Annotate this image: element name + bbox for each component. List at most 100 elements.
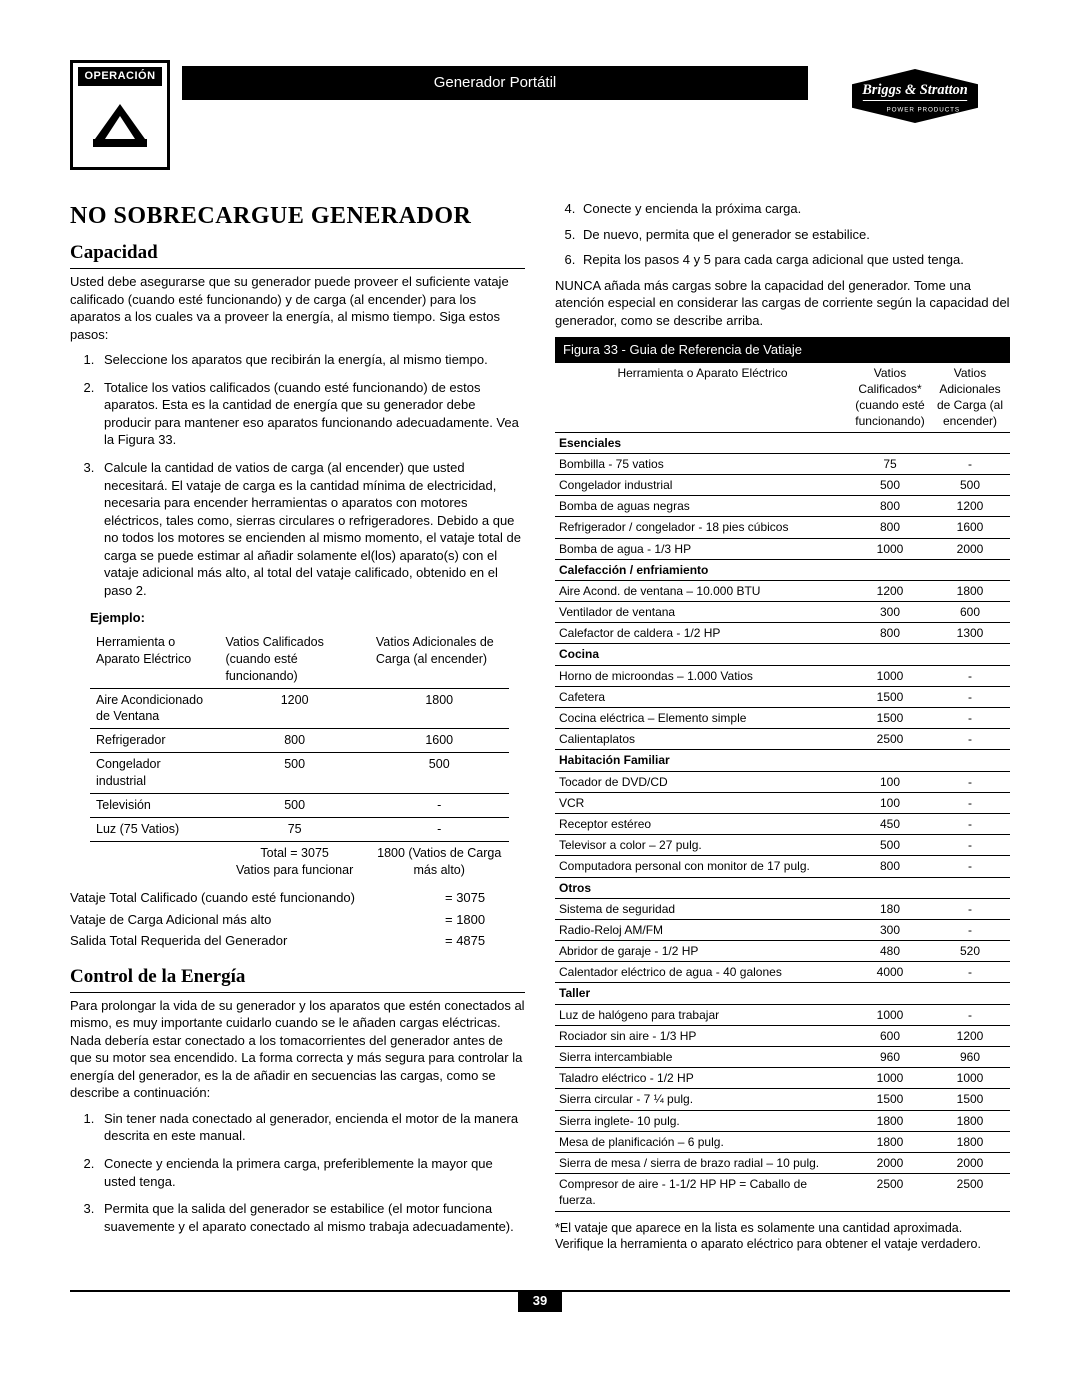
ref-run: 1000 xyxy=(850,665,930,686)
page-header: OPERACIÓN Generador Portátil Briggs & St… xyxy=(70,60,1010,170)
page-footer-rule: 39 xyxy=(70,1290,1010,1314)
example-cell: Refrigerador xyxy=(90,729,219,753)
ref-name: Sistema de seguridad xyxy=(555,898,850,919)
control-step: Repita los pasos 4 y 5 para cada carga a… xyxy=(579,251,1010,269)
ref-category-row: Calefacción / enfriamiento xyxy=(555,559,1010,580)
ref-name: Compresor de aire - 1-1/2 HP HP = Caball… xyxy=(555,1174,850,1211)
ref-name: Cocina eléctrica – Elemento simple xyxy=(555,708,850,729)
capacidad-step: Calcule la cantidad de vatios de carga (… xyxy=(98,459,525,599)
ref-start: - xyxy=(930,898,1010,919)
ref-run: 1200 xyxy=(850,580,930,601)
ref-start: 1200 xyxy=(930,1025,1010,1046)
ref-run: 1000 xyxy=(850,1068,930,1089)
ref-run: 800 xyxy=(850,517,930,538)
ref-run: 800 xyxy=(850,496,930,517)
ref-category-row: Esenciales xyxy=(555,432,1010,453)
ref-category: Esenciales xyxy=(555,432,1010,453)
ref-run: 100 xyxy=(850,792,930,813)
ref-row: Abridor de garaje - 1/2 HP480520 xyxy=(555,941,1010,962)
calc-line: Vataje Total Calificado (cuando esté fun… xyxy=(70,887,525,909)
ref-header: Herramienta o Aparato Eléctrico xyxy=(555,363,850,432)
ref-row: Mesa de planificación – 6 pulg.18001800 xyxy=(555,1131,1010,1152)
example-cell: Televisión xyxy=(90,793,219,817)
ref-start: 1000 xyxy=(930,1068,1010,1089)
ref-start: - xyxy=(930,665,1010,686)
example-cell: - xyxy=(370,817,509,841)
ref-header: Vatios Calificados* (cuando esté funcion… xyxy=(850,363,930,432)
example-cell: 500 xyxy=(370,753,509,794)
control-intro: Para prolongar la vida de su generador y… xyxy=(70,997,525,1102)
example-cell: Aire Acondicionado de Ventana xyxy=(90,688,219,729)
ref-name: Congelador industrial xyxy=(555,474,850,495)
ref-row: Taladro eléctrico - 1/2 HP10001000 xyxy=(555,1068,1010,1089)
ref-name: VCR xyxy=(555,792,850,813)
ref-category-row: Taller xyxy=(555,983,1010,1004)
ref-name: Radio-Reloj AM/FM xyxy=(555,919,850,940)
ref-row: Radio-Reloj AM/FM300- xyxy=(555,919,1010,940)
example-cell: 500 xyxy=(219,793,369,817)
ref-run: 1500 xyxy=(850,1089,930,1110)
example-cell: 1600 xyxy=(370,729,509,753)
ref-row: Cocina eléctrica – Elemento simple1500- xyxy=(555,708,1010,729)
ref-row: Ventilador de ventana300600 xyxy=(555,602,1010,623)
title-strip: Generador Portátil xyxy=(182,66,808,100)
control-note: NUNCA añada más cargas sobre la capacida… xyxy=(555,277,1010,330)
ref-run: 300 xyxy=(850,602,930,623)
ref-category: Cocina xyxy=(555,644,1010,665)
calc-line: Vataje de Carga Adicional más alto= 1800 xyxy=(70,909,525,931)
ref-run: 180 xyxy=(850,898,930,919)
ref-name: Taladro eléctrico - 1/2 HP xyxy=(555,1068,850,1089)
ref-name: Televisor a color – 27 pulg. xyxy=(555,835,850,856)
ref-category: Taller xyxy=(555,983,1010,1004)
example-header: Vatios Calificados (cuando esté funciona… xyxy=(219,631,369,688)
ref-run: 500 xyxy=(850,474,930,495)
operation-badge: OPERACIÓN xyxy=(70,60,170,170)
ref-start: - xyxy=(930,729,1010,750)
left-column: No Sobrecargue Generador Capacidad Usted… xyxy=(70,200,525,1260)
example-row: Refrigerador8001600 xyxy=(90,729,509,753)
calc-lines: Vataje Total Calificado (cuando esté fun… xyxy=(70,887,525,952)
operation-badge-icon xyxy=(77,86,163,163)
ref-row: Horno de microondas – 1.000 Vatios1000- xyxy=(555,665,1010,686)
ref-run: 1800 xyxy=(850,1110,930,1131)
ref-row: Calientaplatos2500- xyxy=(555,729,1010,750)
svg-text:POWER PRODUCTS: POWER PRODUCTS xyxy=(887,106,960,113)
control-step: Conecte y encienda la próxima carga. xyxy=(579,200,1010,218)
ref-run: 480 xyxy=(850,941,930,962)
capacidad-intro: Usted debe asegurarse que su generador p… xyxy=(70,273,525,343)
ref-row: Computadora personal con monitor de 17 p… xyxy=(555,856,1010,877)
ref-row: Sierra intercambiable960960 xyxy=(555,1047,1010,1068)
ref-row: Sierra inglete- 10 pulg.18001800 xyxy=(555,1110,1010,1131)
example-cell: 75 xyxy=(219,817,369,841)
ref-name: Bomba de agua - 1/3 HP xyxy=(555,538,850,559)
ref-start: - xyxy=(930,771,1010,792)
ref-row: Rociador sin aire - 1/3 HP6001200 xyxy=(555,1025,1010,1046)
ref-start: 960 xyxy=(930,1047,1010,1068)
example-cell: Luz (75 Vatios) xyxy=(90,817,219,841)
example-cell: - xyxy=(370,793,509,817)
ref-start: 600 xyxy=(930,602,1010,623)
control-title: Control de la Energía xyxy=(70,964,525,993)
ref-name: Horno de microondas – 1.000 Vatios xyxy=(555,665,850,686)
ref-category-row: Otros xyxy=(555,877,1010,898)
ref-category: Habitación Familiar xyxy=(555,750,1010,771)
brand-logo: Briggs & Stratton POWER PRODUCTS xyxy=(820,60,1010,140)
ref-start: 1300 xyxy=(930,623,1010,644)
ref-run: 1800 xyxy=(850,1131,930,1152)
figure-caption: Figura 33 - Guia de Referencia de Vatiaj… xyxy=(555,337,1010,363)
ref-start: - xyxy=(930,453,1010,474)
reference-table: Herramienta o Aparato EléctricoVatios Ca… xyxy=(555,363,1010,1212)
ref-start: 1500 xyxy=(930,1089,1010,1110)
ref-row: VCR100- xyxy=(555,792,1010,813)
control-steps: Sin tener nada conectado al generador, e… xyxy=(70,1110,525,1235)
example-cell: 1800 xyxy=(370,688,509,729)
ref-row: Aire Acond. de ventana – 10.000 BTU12001… xyxy=(555,580,1010,601)
control-step: Permita que la salida del generador se e… xyxy=(98,1200,525,1235)
ref-name: Aire Acond. de ventana – 10.000 BTU xyxy=(555,580,850,601)
ref-start: - xyxy=(930,835,1010,856)
ref-run: 450 xyxy=(850,813,930,834)
control-step: De nuevo, permita que el generador se es… xyxy=(579,226,1010,244)
operation-badge-label: OPERACIÓN xyxy=(78,67,161,86)
example-row: Aire Acondicionado de Ventana12001800 xyxy=(90,688,509,729)
ref-run: 1000 xyxy=(850,538,930,559)
